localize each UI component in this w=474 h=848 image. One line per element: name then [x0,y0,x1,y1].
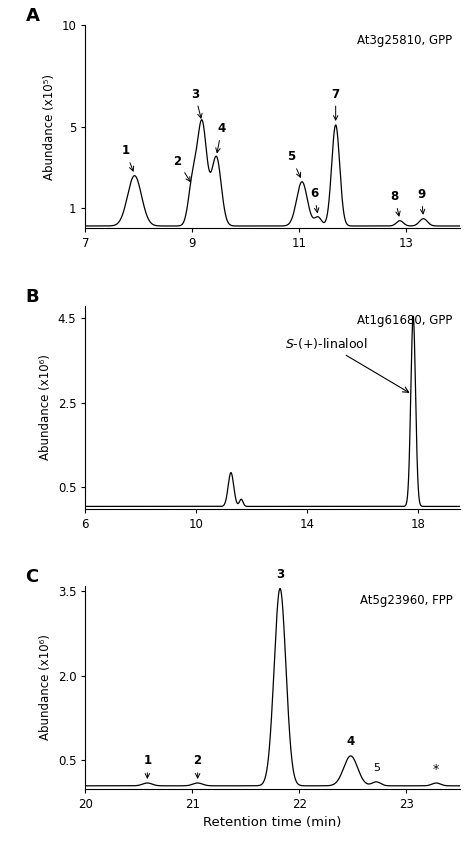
Text: 5: 5 [373,763,380,773]
Text: 6: 6 [310,187,319,213]
Text: A: A [26,8,39,25]
Text: 3: 3 [191,87,202,118]
Text: $S$-(+)-linalool: $S$-(+)-linalool [285,336,409,393]
Text: 2: 2 [193,754,202,778]
Text: 1: 1 [121,144,134,171]
Text: 4: 4 [346,735,355,748]
Y-axis label: Abundance (x10⁶): Abundance (x10⁶) [39,354,52,460]
Text: 7: 7 [332,87,340,120]
X-axis label: Retention time (min): Retention time (min) [203,817,342,829]
Text: *: * [433,763,439,776]
Text: C: C [26,567,39,586]
Text: 8: 8 [391,190,400,216]
Y-axis label: Abundance (x10⁵): Abundance (x10⁵) [43,74,56,180]
Text: 5: 5 [287,150,301,177]
Text: At5g23960, FPP: At5g23960, FPP [360,594,452,607]
Text: At1g61680, GPP: At1g61680, GPP [357,314,452,326]
Text: B: B [26,287,39,305]
Text: 2: 2 [173,154,190,181]
Text: 1: 1 [143,754,151,778]
Text: 3: 3 [276,568,284,581]
Text: 9: 9 [417,188,425,214]
Text: At3g25810, GPP: At3g25810, GPP [357,34,452,47]
Y-axis label: Abundance (x10⁶): Abundance (x10⁶) [39,634,52,740]
Text: 4: 4 [216,122,226,153]
